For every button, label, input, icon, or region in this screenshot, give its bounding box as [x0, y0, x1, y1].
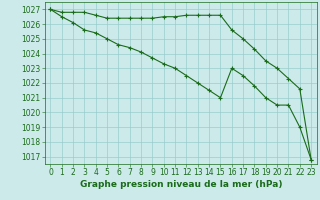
X-axis label: Graphe pression niveau de la mer (hPa): Graphe pression niveau de la mer (hPa) [80, 180, 282, 189]
